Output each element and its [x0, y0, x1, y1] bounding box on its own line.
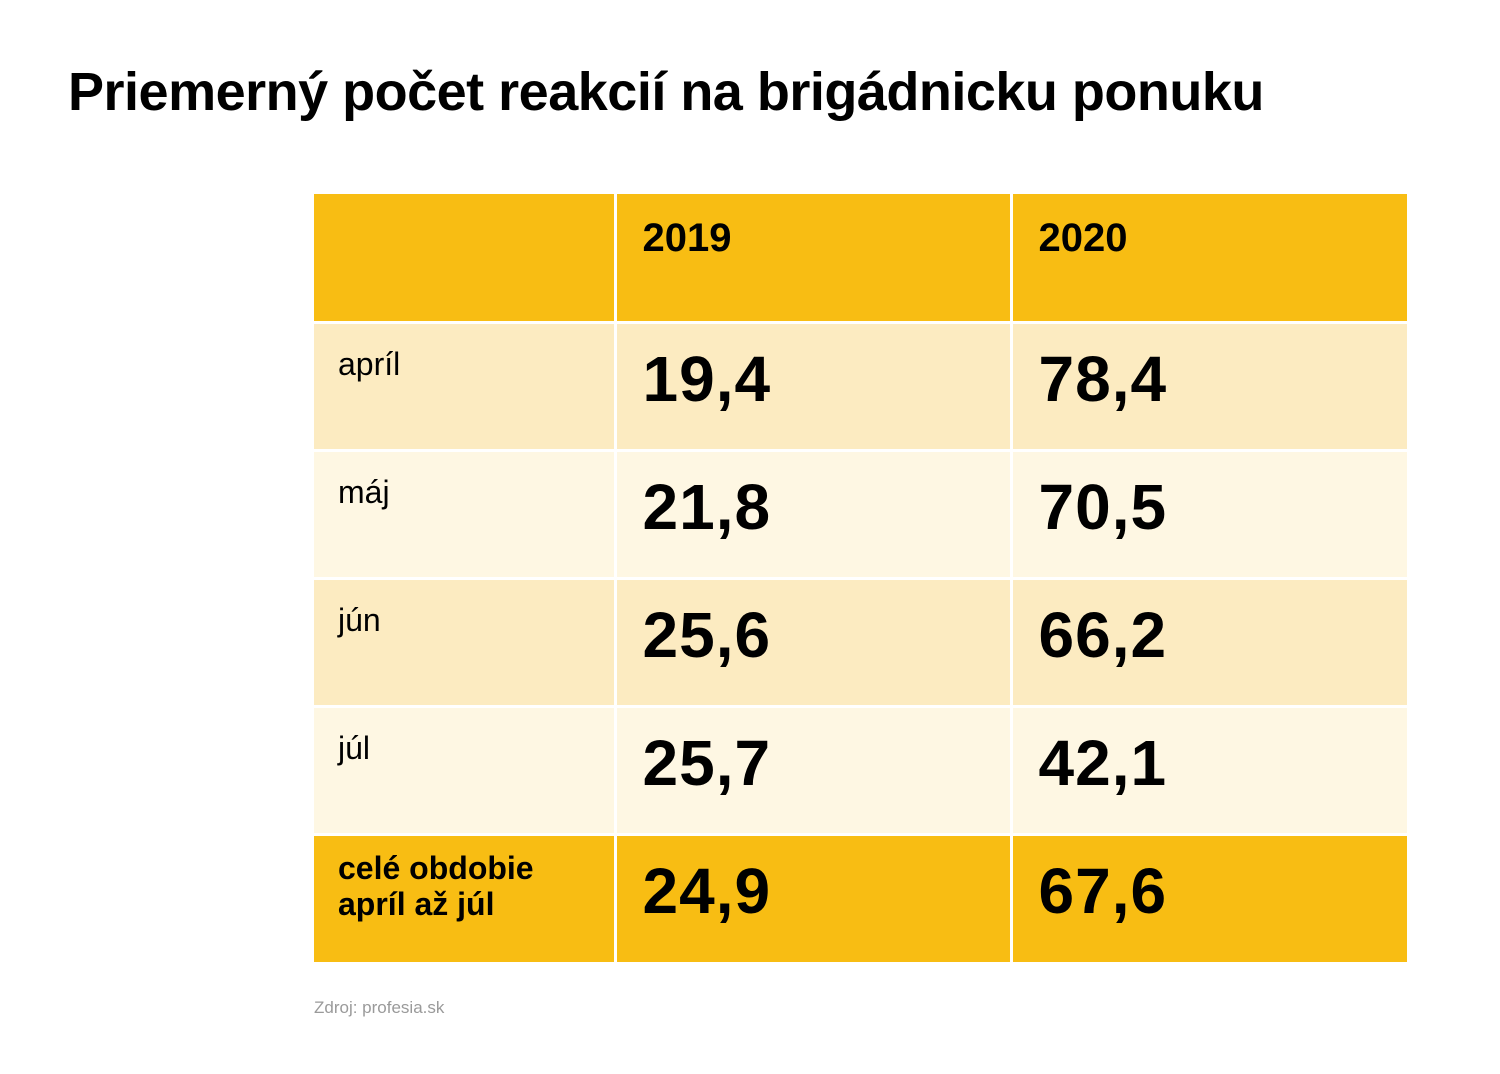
value-2020: 70,5 — [1038, 470, 1168, 543]
table-row-july: júl 25,7 42,1 — [314, 704, 1407, 836]
value-cell-2020: 70,5 — [1009, 448, 1407, 580]
row-label-cell: júl — [314, 704, 617, 836]
table-total-row: celé obdobie apríl až júl 24,9 67,6 — [314, 832, 1407, 962]
value-cell-2019: 25,6 — [613, 576, 1013, 708]
value-2019: 25,7 — [642, 726, 772, 799]
total-label-line-1: celé obdobie — [338, 849, 534, 886]
value-2020: 78,4 — [1038, 342, 1168, 415]
column-label-2020: 2020 — [1038, 216, 1128, 260]
row-label: apríl — [338, 345, 401, 382]
value-cell-2019: 19,4 — [613, 320, 1013, 452]
value-cell-2019: 21,8 — [613, 448, 1013, 580]
table-row-may: máj 21,8 70,5 — [314, 448, 1407, 580]
value-2020: 42,1 — [1038, 726, 1168, 799]
row-label: jún — [338, 601, 381, 638]
value-cell-2020: 42,1 — [1009, 704, 1407, 836]
row-label: júl — [338, 729, 371, 766]
total-label: celé obdobie apríl až júl — [314, 836, 614, 924]
table-header-row: 2019 2020 — [314, 194, 1407, 324]
data-table: 2019 2020 apríl 19,4 78,4 máj 21,8 70,5 … — [314, 194, 1407, 962]
table-row-april: apríl 19,4 78,4 — [314, 320, 1407, 452]
header-cell-2020: 2020 — [1009, 194, 1407, 324]
table-row-june: jún 25,6 66,2 — [314, 576, 1407, 708]
value-cell-2019: 25,7 — [613, 704, 1013, 836]
row-label-cell: apríl — [314, 320, 617, 452]
page-title: Priemerný počet reakcií na brigádnicku p… — [68, 62, 1264, 122]
data-table-container: 2019 2020 apríl 19,4 78,4 máj 21,8 70,5 … — [314, 194, 1407, 962]
value-2019: 19,4 — [642, 342, 772, 415]
total-label-cell: celé obdobie apríl až júl — [314, 832, 617, 962]
value-2019: 21,8 — [642, 470, 772, 543]
total-value-2019: 24,9 — [642, 854, 772, 927]
total-value-cell-2020: 67,6 — [1009, 832, 1407, 962]
header-cell-empty — [314, 194, 617, 324]
row-label: máj — [338, 473, 390, 510]
source-note: Zdroj: profesia.sk — [314, 998, 445, 1017]
value-cell-2020: 66,2 — [1009, 576, 1407, 708]
row-label-cell: máj — [314, 448, 617, 580]
value-cell-2020: 78,4 — [1009, 320, 1407, 452]
total-value-2020: 67,6 — [1038, 854, 1168, 927]
header-cell-2019: 2019 — [613, 194, 1013, 324]
value-2020: 66,2 — [1038, 598, 1168, 671]
value-2019: 25,6 — [642, 598, 772, 671]
total-label-line-2: apríl až júl — [338, 886, 495, 923]
total-value-cell-2019: 24,9 — [613, 832, 1013, 962]
column-label-2019: 2019 — [642, 216, 732, 260]
row-label-cell: jún — [314, 576, 617, 708]
